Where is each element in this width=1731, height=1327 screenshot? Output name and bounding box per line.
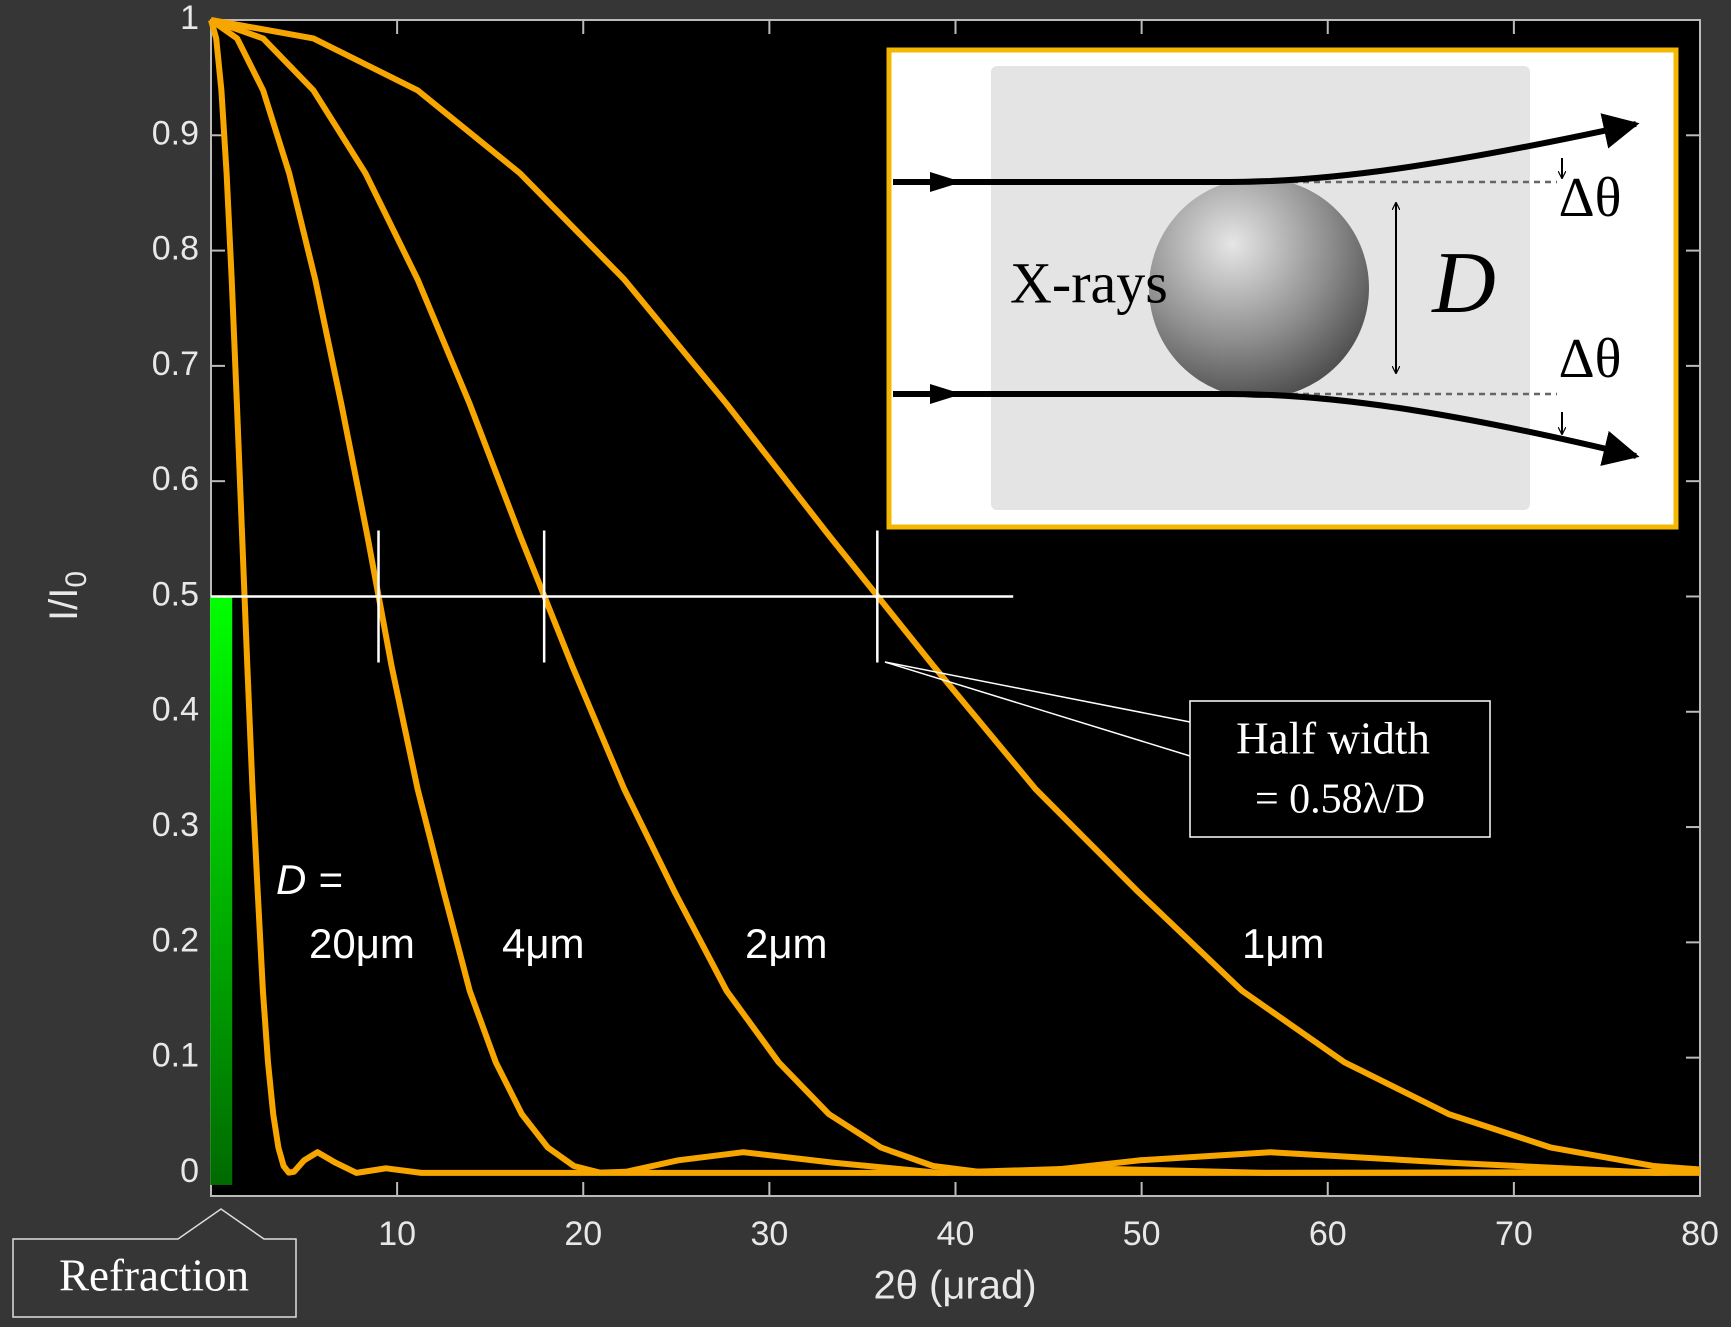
callout-formula: = 0.58λ/D — [1255, 777, 1425, 823]
inset-angle: Δθ — [1559, 328, 1622, 390]
series-label: 2μm — [745, 920, 828, 967]
callout-text: Refraction — [59, 1250, 249, 1300]
refraction-bar — [210, 596, 232, 1184]
inset: X-rays D Δθ Δθ — [889, 50, 1676, 527]
x-tick-label: 40 — [937, 1215, 975, 1253]
inset-angle: Δθ — [1559, 167, 1622, 229]
series-label: 20μm — [309, 920, 415, 967]
y-tick-label: 1 — [180, 0, 199, 37]
x-tick-label: 30 — [750, 1215, 788, 1253]
inset-source: X-rays — [1010, 250, 1168, 315]
x-tick-label: 80 — [1681, 1215, 1719, 1253]
y-tick-label: 0.5 — [152, 575, 199, 613]
y-tick-label: 0.6 — [152, 460, 199, 498]
x-tick-label: 60 — [1309, 1215, 1347, 1253]
x-tick-label: 50 — [1123, 1215, 1161, 1253]
x-axis-title: 2θ (μrad) — [873, 1264, 1036, 1308]
series-label: 4μm — [502, 920, 585, 967]
inset-diameter: D — [1431, 235, 1496, 332]
y-tick-label: 0 — [180, 1152, 199, 1190]
y-tick-label: 0.1 — [152, 1037, 199, 1075]
y-tick-label: 0.2 — [152, 921, 199, 959]
chart: Half width = 0.58λ/D Refraction 2θ (μrad… — [0, 0, 1731, 1327]
y-tick-label: 0.8 — [152, 230, 199, 268]
series-label: 1μm — [1242, 920, 1325, 967]
y-tick-label: 0.3 — [152, 806, 199, 844]
series-prefix: D = — [276, 856, 343, 903]
x-tick-label: 70 — [1495, 1215, 1533, 1253]
callout-text: Half width — [1236, 713, 1430, 763]
y-tick-label: 0.7 — [152, 345, 199, 383]
y-tick-label: 0.9 — [152, 114, 199, 152]
y-axis-title-sub: 0 — [60, 571, 93, 588]
x-tick-label: 20 — [564, 1215, 602, 1253]
sphere — [1149, 178, 1369, 398]
x-tick-label: 10 — [378, 1215, 416, 1253]
y-tick-label: 0.4 — [152, 691, 199, 729]
y-axis-title-text: I/I — [42, 588, 86, 621]
